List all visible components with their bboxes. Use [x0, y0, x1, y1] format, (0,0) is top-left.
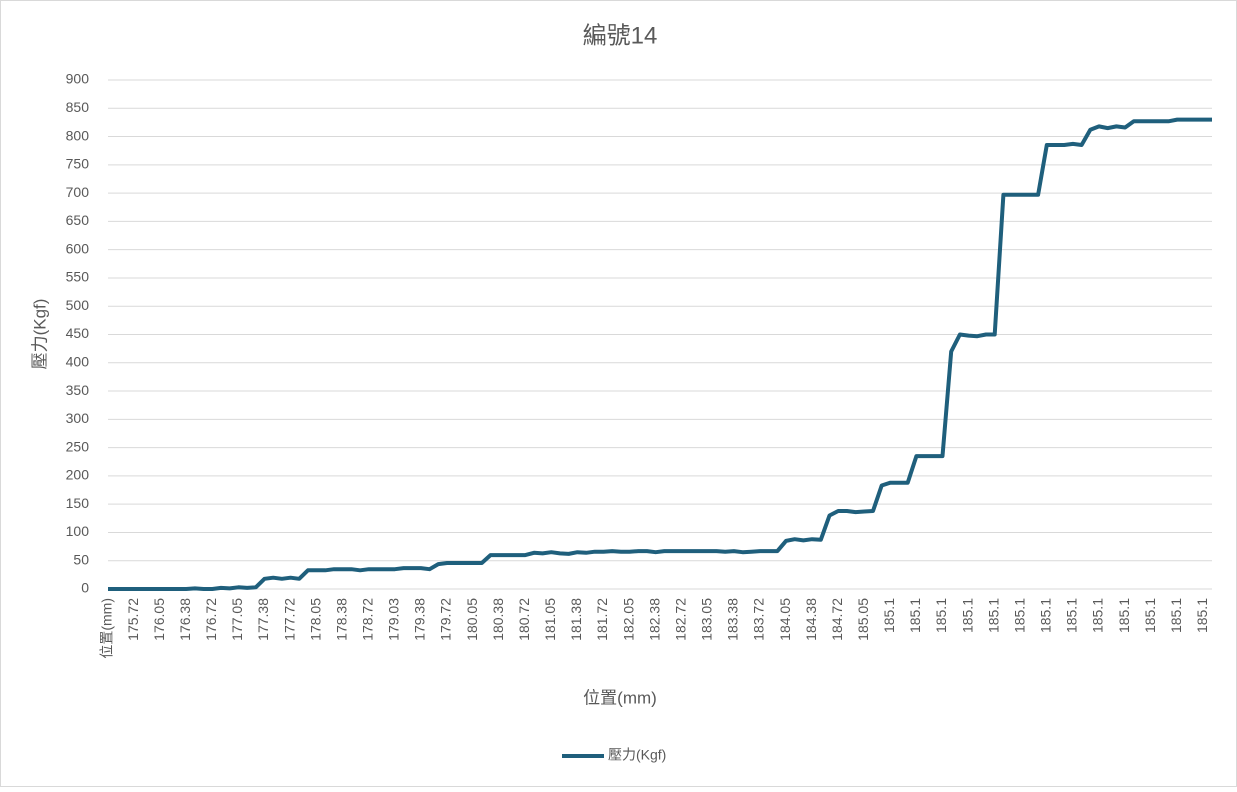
x-tick-label: 位置(mm) — [99, 598, 115, 659]
y-tick-label: 650 — [66, 212, 90, 228]
y-tick-label: 350 — [66, 382, 90, 398]
x-tick-label: 183.05 — [699, 598, 715, 641]
x-tick-label: 185.1 — [959, 598, 975, 633]
x-tick-label: 182.72 — [672, 598, 688, 641]
data-line — [108, 117, 1212, 591]
y-tick-label: 200 — [66, 467, 90, 483]
x-tick-label: 181.05 — [542, 598, 558, 641]
x-tick-label: 184.72 — [829, 598, 845, 641]
legend-label: 壓力(Kgf) — [608, 747, 666, 763]
x-tick-label: 185.1 — [1064, 598, 1080, 633]
y-tick-label: 50 — [73, 551, 89, 567]
x-tick-label: 185.1 — [1090, 598, 1106, 633]
x-tick-label: 177.05 — [229, 598, 245, 641]
y-tick-label: 100 — [66, 523, 90, 539]
x-tick-label: 184.05 — [777, 598, 793, 641]
x-tick-label: 178.38 — [333, 598, 349, 641]
y-tick-label: 450 — [66, 325, 90, 341]
x-tick-label: 185.1 — [881, 598, 897, 633]
y-tick-label: 500 — [66, 297, 90, 313]
x-tick-label: 181.72 — [594, 598, 610, 641]
x-tick-label: 185.1 — [1168, 598, 1184, 633]
x-tick-label: 185.05 — [855, 598, 871, 641]
y-tick-label: 800 — [66, 127, 90, 143]
x-tick-label: 176.05 — [151, 598, 167, 641]
chart-title: 編號14 — [583, 22, 658, 49]
x-axis-title: 位置(mm) — [583, 688, 657, 707]
x-tick-label: 180.05 — [464, 598, 480, 641]
y-tick-label: 700 — [66, 184, 90, 200]
x-tick-label: 181.38 — [568, 598, 584, 641]
x-tick-label: 176.38 — [177, 598, 193, 641]
x-tick-label: 182.38 — [646, 598, 662, 641]
y-tick-label: 750 — [66, 156, 90, 172]
y-tick-label: 150 — [66, 495, 90, 511]
x-tick-label: 178.72 — [359, 598, 375, 641]
x-tick-label: 185.1 — [933, 598, 949, 633]
y-tick-label: 0 — [81, 580, 89, 596]
x-tick-label: 175.72 — [125, 598, 141, 641]
x-tick-label: 179.38 — [412, 598, 428, 641]
x-tick-label: 182.05 — [620, 598, 636, 641]
x-tick-label: 178.05 — [307, 598, 323, 641]
y-tick-label: 400 — [66, 353, 90, 369]
y-tick-label: 900 — [66, 71, 90, 87]
x-tick-label: 180.38 — [490, 598, 506, 641]
y-tick-label: 300 — [66, 410, 90, 426]
x-tick-label: 183.38 — [725, 598, 741, 641]
x-tick-label: 185.1 — [985, 598, 1001, 633]
x-tick-label: 180.72 — [516, 598, 532, 641]
x-tick-label: 179.03 — [386, 598, 402, 641]
x-tick-label: 177.38 — [255, 598, 271, 641]
x-tick-label: 185.1 — [1194, 598, 1210, 633]
x-tick-label: 185.1 — [1011, 598, 1027, 633]
x-tick-label: 185.1 — [1038, 598, 1054, 633]
x-tick-label: 185.1 — [1116, 598, 1132, 633]
y-tick-label: 850 — [66, 99, 90, 115]
x-tick-label: 176.72 — [203, 598, 219, 641]
x-tick-label: 184.38 — [803, 598, 819, 641]
x-tick-label: 179.72 — [438, 598, 454, 641]
y-axis-title: 壓力(Kgf) — [30, 299, 49, 370]
x-tick-label: 183.72 — [751, 598, 767, 641]
x-tick-label: 177.72 — [281, 598, 297, 641]
x-tick-label: 185.1 — [907, 598, 923, 633]
x-tick-label: 185.1 — [1142, 598, 1158, 633]
y-tick-label: 600 — [66, 240, 90, 256]
y-tick-label: 550 — [66, 269, 90, 285]
y-tick-label: 250 — [66, 438, 90, 454]
